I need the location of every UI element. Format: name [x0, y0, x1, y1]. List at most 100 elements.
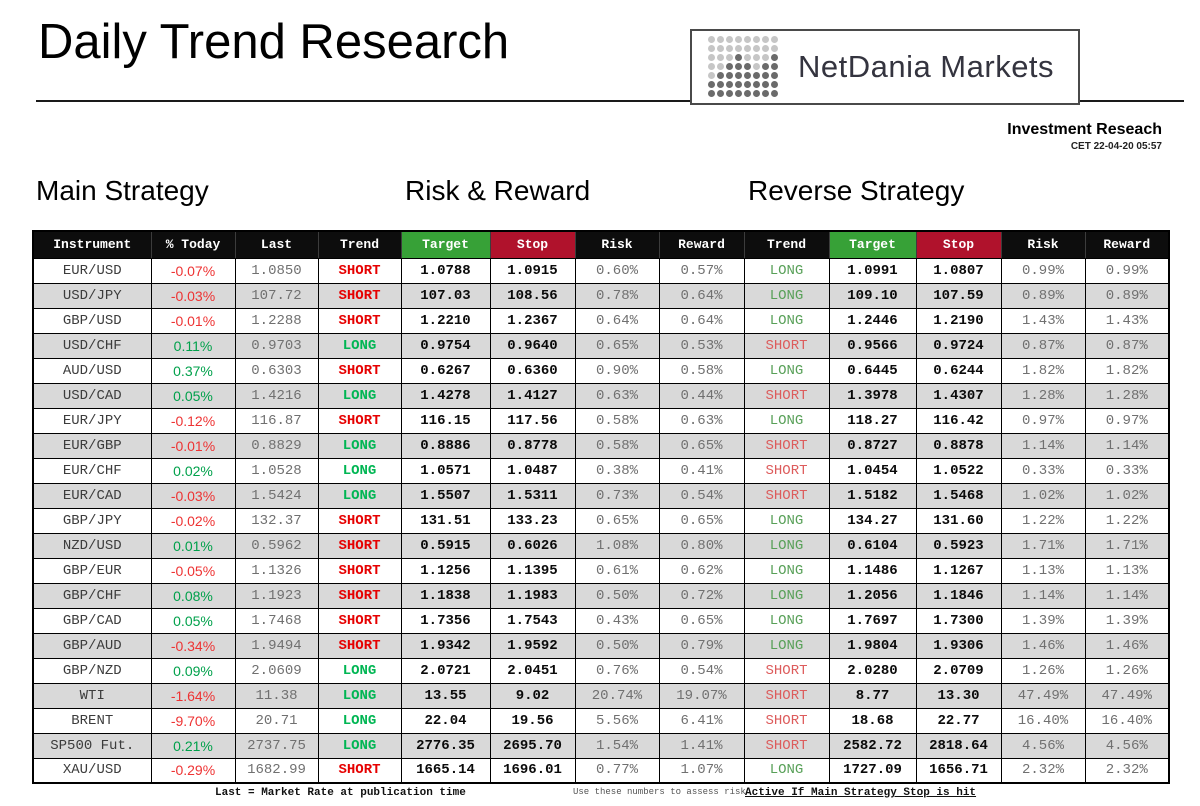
logo-dot — [717, 71, 724, 79]
column-header-risk: Risk — [1000, 230, 1086, 259]
table-row: GBP/JPY -0.02% 132.37 SHORT 131.51 133.23 0.65… — [32, 507, 1170, 534]
publication-timestamp: CET 22-04-20 05:57 — [1070, 141, 1162, 152]
cell-reward: 0.64% — [658, 307, 745, 334]
cell-r-risk: 1.43% — [1000, 307, 1086, 334]
cell-trend: SHORT — [317, 407, 402, 434]
cell-r-risk: 1.71% — [1000, 532, 1086, 559]
logo-dot — [726, 62, 733, 70]
section-headings: Main Strategy Risk & Reward Reverse Stra… — [0, 175, 1200, 211]
cell-r-reward: 1.28% — [1084, 382, 1170, 409]
cell-trend: LONG — [317, 482, 402, 509]
cell-target: 0.8886 — [400, 432, 491, 459]
cell-target: 116.15 — [400, 407, 491, 434]
cell-trend: LONG — [317, 732, 402, 759]
logo-dot — [753, 44, 760, 52]
cell-reward: 0.41% — [658, 457, 745, 484]
logo-dot — [753, 89, 760, 97]
logo-dot — [708, 53, 715, 61]
cell-last: 1.7468 — [234, 607, 319, 634]
cell-r-trend: SHORT — [743, 682, 830, 709]
cell-r-target: 1.5182 — [828, 482, 917, 509]
cell-r-trend: LONG — [743, 582, 830, 609]
table-row: GBP/CHF 0.08% 1.1923 SHORT 1.1838 1.1983 0.50%… — [32, 582, 1170, 609]
cell-reward: 19.07% — [658, 682, 745, 709]
cell-pct: 0.08% — [150, 582, 236, 609]
cell-reward: 0.80% — [658, 532, 745, 559]
column-header-last: Last — [234, 230, 319, 259]
cell-reward: 0.65% — [658, 507, 745, 534]
cell-instrument: GBP/USD — [32, 307, 152, 334]
logo-dot — [708, 89, 715, 97]
cell-risk: 5.56% — [574, 707, 660, 734]
cell-instrument: EUR/JPY — [32, 407, 152, 434]
cell-pct: -0.34% — [150, 632, 236, 659]
cell-trend: SHORT — [317, 557, 402, 584]
cell-risk: 0.50% — [574, 582, 660, 609]
cell-r-risk: 2.32% — [1000, 757, 1086, 784]
logo-dot — [753, 53, 760, 61]
cell-stop: 117.56 — [489, 407, 576, 434]
cell-stop: 1.9592 — [489, 632, 576, 659]
cell-r-reward: 1.39% — [1084, 607, 1170, 634]
cell-instrument: GBP/CHF — [32, 582, 152, 609]
cell-trend: SHORT — [317, 607, 402, 634]
cell-r-trend: LONG — [743, 557, 830, 584]
cell-reward: 0.65% — [658, 607, 745, 634]
cell-stop: 1.0915 — [489, 257, 576, 284]
cell-r-target: 1.7697 — [828, 607, 917, 634]
cell-r-stop: 1.2190 — [915, 307, 1002, 334]
cell-r-risk: 1.46% — [1000, 632, 1086, 659]
cell-r-reward: 1.14% — [1084, 582, 1170, 609]
cell-target: 0.9754 — [400, 332, 491, 359]
logo-dot — [726, 53, 733, 61]
cell-stop: 0.8778 — [489, 432, 576, 459]
logo-dot — [735, 62, 742, 70]
cell-pct: 0.11% — [150, 332, 236, 359]
cell-reward: 1.07% — [658, 757, 745, 784]
cell-pct: -0.12% — [150, 407, 236, 434]
cell-target: 22.04 — [400, 707, 491, 734]
cell-r-target: 1727.09 — [828, 757, 917, 784]
cell-r-risk: 1.13% — [1000, 557, 1086, 584]
cell-pct: -0.02% — [150, 507, 236, 534]
cell-trend: LONG — [317, 382, 402, 409]
logo-dot — [771, 89, 778, 97]
logo-dot — [735, 53, 742, 61]
cell-pct: 0.37% — [150, 357, 236, 384]
cell-risk: 1.54% — [574, 732, 660, 759]
cell-pct: -0.07% — [150, 257, 236, 284]
table-row: BRENT -9.70% 20.71 LONG 22.04 19.56 5.56% 6.41%… — [32, 707, 1170, 734]
cell-stop: 0.9640 — [489, 332, 576, 359]
cell-last: 1.5424 — [234, 482, 319, 509]
cell-pct: -0.03% — [150, 482, 236, 509]
logo-dot — [762, 44, 769, 52]
cell-trend: SHORT — [317, 357, 402, 384]
trend-table: Instrument% Today Last Trend Target Stop Risk… — [32, 230, 1170, 784]
cell-instrument: GBP/JPY — [32, 507, 152, 534]
cell-risk: 0.65% — [574, 507, 660, 534]
cell-instrument: USD/CAD — [32, 382, 152, 409]
logo-dot — [717, 80, 724, 88]
cell-risk: 1.08% — [574, 532, 660, 559]
table-row: GBP/AUD -0.34% 1.9494 SHORT 1.9342 1.9592 0.50… — [32, 632, 1170, 659]
cell-stop: 1.0487 — [489, 457, 576, 484]
cell-pct: 0.21% — [150, 732, 236, 759]
cell-pct: -0.01% — [150, 432, 236, 459]
logo-dot — [762, 53, 769, 61]
table-row: GBP/CAD 0.05% 1.7468 SHORT 1.7356 1.7543 0.43%… — [32, 607, 1170, 634]
cell-target: 1.1838 — [400, 582, 491, 609]
cell-trend: LONG — [317, 707, 402, 734]
footnote-reverse-active: Active If Main Strategy Stop is hit — [745, 787, 977, 799]
cell-trend: LONG — [317, 457, 402, 484]
logo-dot — [726, 71, 733, 79]
netdania-logo: NetDania Markets — [690, 29, 1080, 105]
cell-trend: LONG — [317, 332, 402, 359]
cell-risk: 0.73% — [574, 482, 660, 509]
column-header-stop: Stop — [915, 230, 1002, 259]
logo-dot — [771, 71, 778, 79]
netdania-dot-matrix-icon — [708, 35, 780, 99]
main-strategy-heading: Main Strategy — [36, 175, 209, 206]
cell-last: 2.0609 — [234, 657, 319, 684]
cell-instrument: BRENT — [32, 707, 152, 734]
logo-dot — [744, 53, 751, 61]
